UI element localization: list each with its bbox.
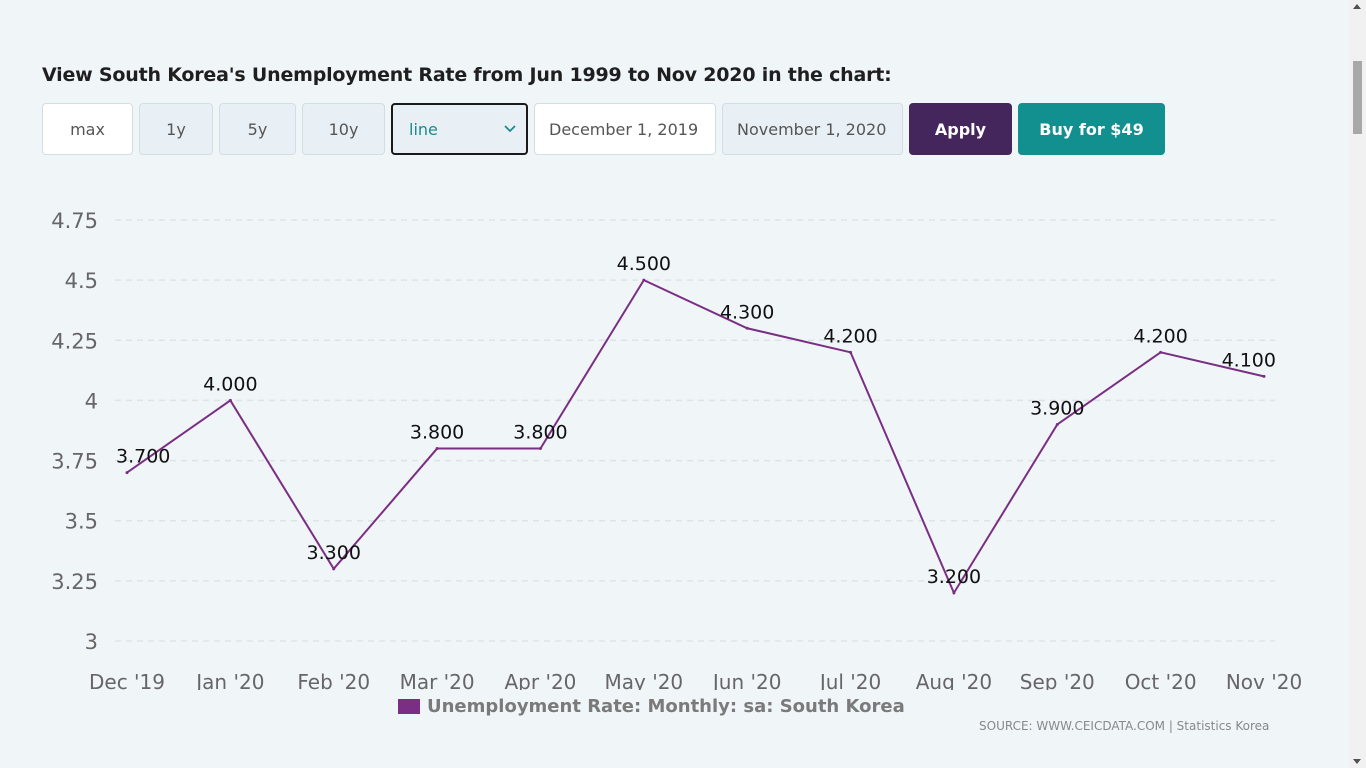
range-max-button[interactable]: max [42,103,133,155]
data-point [745,326,749,330]
x-tick-label: May '20 [604,670,683,690]
scroll-up-arrow-icon[interactable] [1353,4,1361,9]
buy-button[interactable]: Buy for $49 [1018,103,1165,155]
data-point [125,471,129,475]
data-point [1262,374,1266,378]
range-1y-button[interactable]: 1y [139,103,213,155]
data-label: 4.100 [1222,349,1276,371]
x-tick-label: Aug '20 [916,670,992,690]
data-label: 4.300 [720,301,774,323]
chart-heading: View South Korea's Unemployment Rate fro… [42,64,892,86]
x-tick-label: Mar '20 [400,670,475,690]
date-to-field[interactable]: November 1, 2020 [722,103,903,155]
line-chart: 3 3.25 3.5 3.75 4 4.25 4.5 4.75 Dec '19 Jan '20 Fe… [51,209,1302,690]
data-label: 3.900 [1030,397,1084,419]
data-point [1159,350,1163,354]
y-tick-label: 3.5 [65,510,98,534]
date-from-field[interactable]: December 1, 2019 [534,103,716,155]
data-point [538,447,542,451]
x-tick-label: Feb '20 [297,670,370,690]
chevron-down-icon [504,125,516,133]
y-tick-label: 4.5 [65,269,98,293]
x-tick-label: Jul '20 [818,670,881,690]
data-point [952,591,956,595]
y-tick-label: 4 [85,389,98,413]
y-tick-label: 3 [85,630,98,654]
range-10y-button[interactable]: 10y [302,103,385,155]
chart-legend[interactable]: Unemployment Rate: Monthly: sa: South Ko… [398,696,905,717]
y-tick-label: 3.25 [51,570,98,594]
x-tick-label: Jun '20 [711,670,782,690]
data-point [332,567,336,571]
data-point [228,398,232,402]
data-point [435,447,439,451]
data-point [642,278,646,282]
data-point [849,350,853,354]
x-tick-label: Dec '19 [89,670,165,690]
series-line [126,278,1265,596]
vertical-scrollbar[interactable] [1349,0,1366,768]
chart-type-value: line [409,119,438,139]
legend-label: Unemployment Rate: Monthly: sa: South Ko… [427,696,905,717]
x-tick-label: Apr '20 [505,670,577,690]
chart-type-select[interactable]: line [391,103,528,155]
range-5y-button[interactable]: 5y [219,103,296,155]
data-label: 3.300 [307,542,361,564]
apply-button[interactable]: Apply [909,103,1012,155]
y-tick-label: 4.25 [51,329,98,353]
x-tick-label: Nov '20 [1226,670,1302,690]
scroll-down-arrow-icon[interactable] [1353,759,1361,764]
data-label: 4.000 [203,373,257,395]
data-label: 3.700 [116,446,170,468]
data-label: 3.200 [927,566,981,588]
data-point [1055,422,1059,426]
data-label: 3.800 [410,422,464,444]
legend-swatch [398,699,420,714]
scroll-thumb[interactable] [1353,61,1362,134]
data-label: 4.500 [617,253,671,275]
x-tick-label: Oct '20 [1125,670,1197,690]
y-tick-label: 3.75 [51,450,98,474]
data-label: 3.800 [513,422,567,444]
y-tick-label: 4.75 [51,209,98,233]
source-credit: SOURCE: WWW.CEICDATA.COM | Statistics Ko… [979,719,1270,733]
data-label: 4.200 [823,325,877,347]
data-label: 4.200 [1133,325,1187,347]
x-tick-label: Sep '20 [1020,670,1095,690]
x-tick-label: Jan '20 [194,670,264,690]
